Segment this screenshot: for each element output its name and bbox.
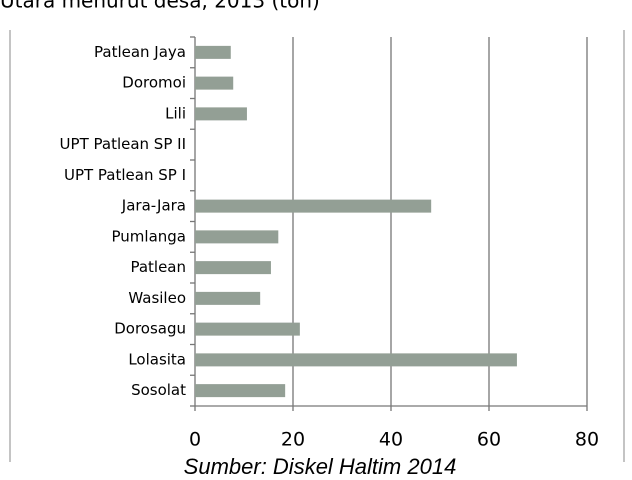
y-tick-label: Dorosagu <box>114 320 186 338</box>
y-tick-label: Jara-Jara <box>121 197 186 215</box>
bar <box>195 199 432 213</box>
chart-title: Utara menurut desa, 2013 (ton) <box>0 0 320 13</box>
x-tick-label: 80 <box>575 429 599 451</box>
y-tick-label: Doromoi <box>122 74 186 92</box>
bar <box>195 322 300 336</box>
bar <box>195 45 231 59</box>
y-tick-label: Wasileo <box>128 289 186 307</box>
source: Sumber: Diskel Haltim 2014 <box>184 454 457 479</box>
y-tick-label: Pumlanga <box>112 227 186 245</box>
x-tick-label: 40 <box>379 429 403 451</box>
bar <box>195 107 247 121</box>
bar <box>195 230 279 244</box>
y-tick-label: Patlean <box>130 258 186 276</box>
y-tick-label: Sosolat <box>131 381 186 399</box>
y-tick-label: UPT Patlean SP I <box>64 166 186 184</box>
y-tick-label: Lili <box>165 104 186 122</box>
bar <box>195 353 517 367</box>
x-tick-label: 0 <box>189 429 201 451</box>
bar <box>195 76 234 90</box>
bar <box>195 291 261 305</box>
bar <box>195 384 286 398</box>
y-tick-label: UPT Patlean SP II <box>60 135 186 153</box>
y-tick-label: Lolasita <box>128 350 186 368</box>
y-tick-label: Patlean Jaya <box>94 43 186 61</box>
x-tick-label: 20 <box>281 429 305 451</box>
x-tick-label: 60 <box>477 429 501 451</box>
bar <box>195 261 271 275</box>
